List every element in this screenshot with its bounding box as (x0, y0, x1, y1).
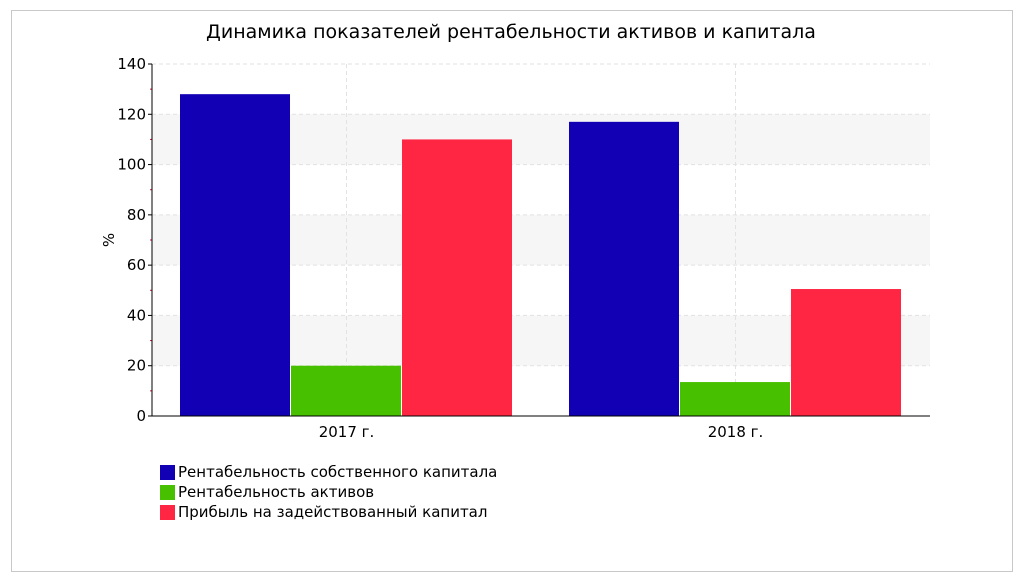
legend-swatch (160, 464, 175, 480)
y-tick-label: 120 (117, 105, 146, 123)
x-tick-label: 2017 г. (319, 423, 375, 441)
legend-item: Прибыль на задействованный капитал (160, 502, 497, 522)
x-tick-label: 2018 г. (708, 423, 764, 441)
y-tick-label: 0 (136, 407, 146, 425)
legend-swatch (160, 504, 175, 520)
bar (569, 121, 679, 416)
y-tick-label: 140 (117, 55, 146, 73)
y-tick-label: 80 (127, 206, 146, 224)
legend-label: Рентабельность собственного капитала (178, 463, 498, 481)
axes (148, 63, 930, 417)
y-tick-label: 100 (117, 156, 146, 174)
bar (291, 365, 401, 416)
bar (402, 139, 512, 416)
chart-title: Динамика показателей рентабельности акти… (206, 21, 816, 43)
legend-swatch (160, 484, 175, 500)
bar (180, 94, 290, 417)
bars (180, 94, 901, 417)
y-axis-label: % (100, 233, 118, 247)
y-tick-label: 20 (127, 357, 146, 375)
bar (680, 382, 790, 416)
legend: Рентабельность собственного капитала Рент… (160, 462, 497, 522)
legend-item: Рентабельность активов (160, 482, 497, 502)
legend-label: Прибыль на задействованный капитал (178, 503, 488, 521)
legend-label: Рентабельность активов (178, 483, 375, 501)
bar (791, 289, 901, 416)
y-tick-label: 60 (127, 256, 146, 274)
x-tick-labels: 2017 г. 2018 г. (319, 423, 764, 441)
y-tick-labels: 0 20 40 60 80 100 120 140 (117, 55, 146, 425)
y-tick-label: 40 (127, 306, 146, 324)
legend-item: Рентабельность собственного капитала (160, 462, 497, 482)
